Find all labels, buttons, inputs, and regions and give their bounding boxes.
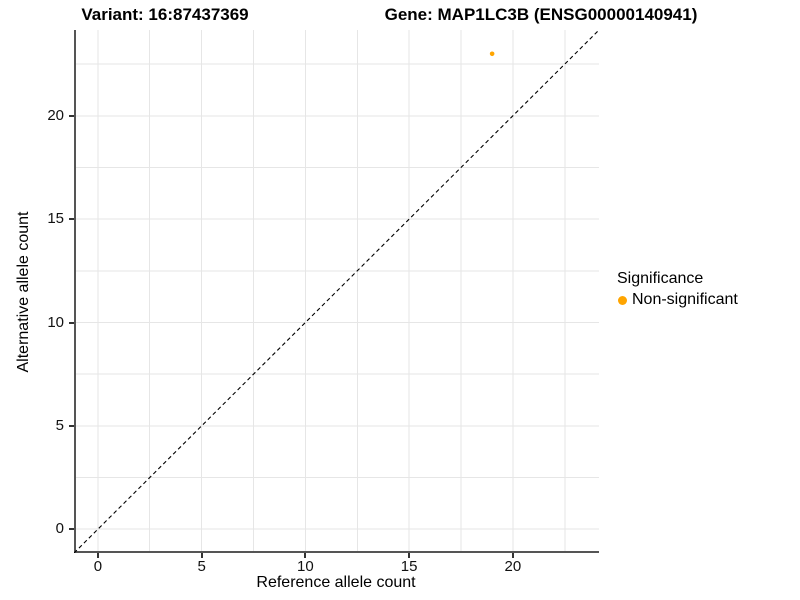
y-tick-mark — [69, 321, 74, 324]
point-dot-icon — [618, 295, 627, 305]
x-tick-label: 15 — [400, 558, 418, 575]
x-tick-label: 20 — [504, 558, 522, 575]
x-tick-mark — [96, 553, 99, 558]
data-point — [489, 51, 495, 57]
y-tick-mark — [69, 114, 74, 117]
y-tick-label: 10 — [47, 313, 64, 331]
y-axis-title: Alternative allele count — [15, 211, 32, 373]
legend-item: Non-significant — [618, 291, 738, 309]
plot-panel — [74, 30, 599, 553]
legend-item-label: Non-significant — [632, 291, 738, 308]
x-tick-label: 10 — [297, 558, 314, 575]
legend: Significance Non-significant — [617, 270, 738, 309]
x-tick-mark — [200, 553, 203, 558]
x-axis-title: Reference allele count — [256, 574, 416, 591]
y-tick-label: 20 — [47, 106, 64, 124]
chart-canvas — [74, 30, 599, 553]
gene-title: Gene: MAP1LC3B (ENSG00000140941) — [384, 5, 698, 24]
legend-title: Significance — [617, 270, 704, 287]
x-tick-label: 5 — [197, 558, 206, 575]
y-tick-label: 0 — [55, 520, 64, 538]
y-tick-label: 5 — [55, 416, 64, 434]
x-tick-label: 0 — [93, 558, 103, 575]
y-tick-mark — [69, 218, 74, 221]
variant-title: Variant: 16:87437369 — [81, 5, 249, 24]
y-tick-label: 15 — [47, 210, 64, 228]
y-tick-mark — [69, 528, 74, 531]
x-tick-mark — [408, 553, 411, 558]
identity-line — [74, 30, 599, 553]
y-tick-mark — [69, 424, 74, 427]
x-tick-mark — [511, 553, 514, 558]
x-tick-mark — [304, 553, 307, 558]
